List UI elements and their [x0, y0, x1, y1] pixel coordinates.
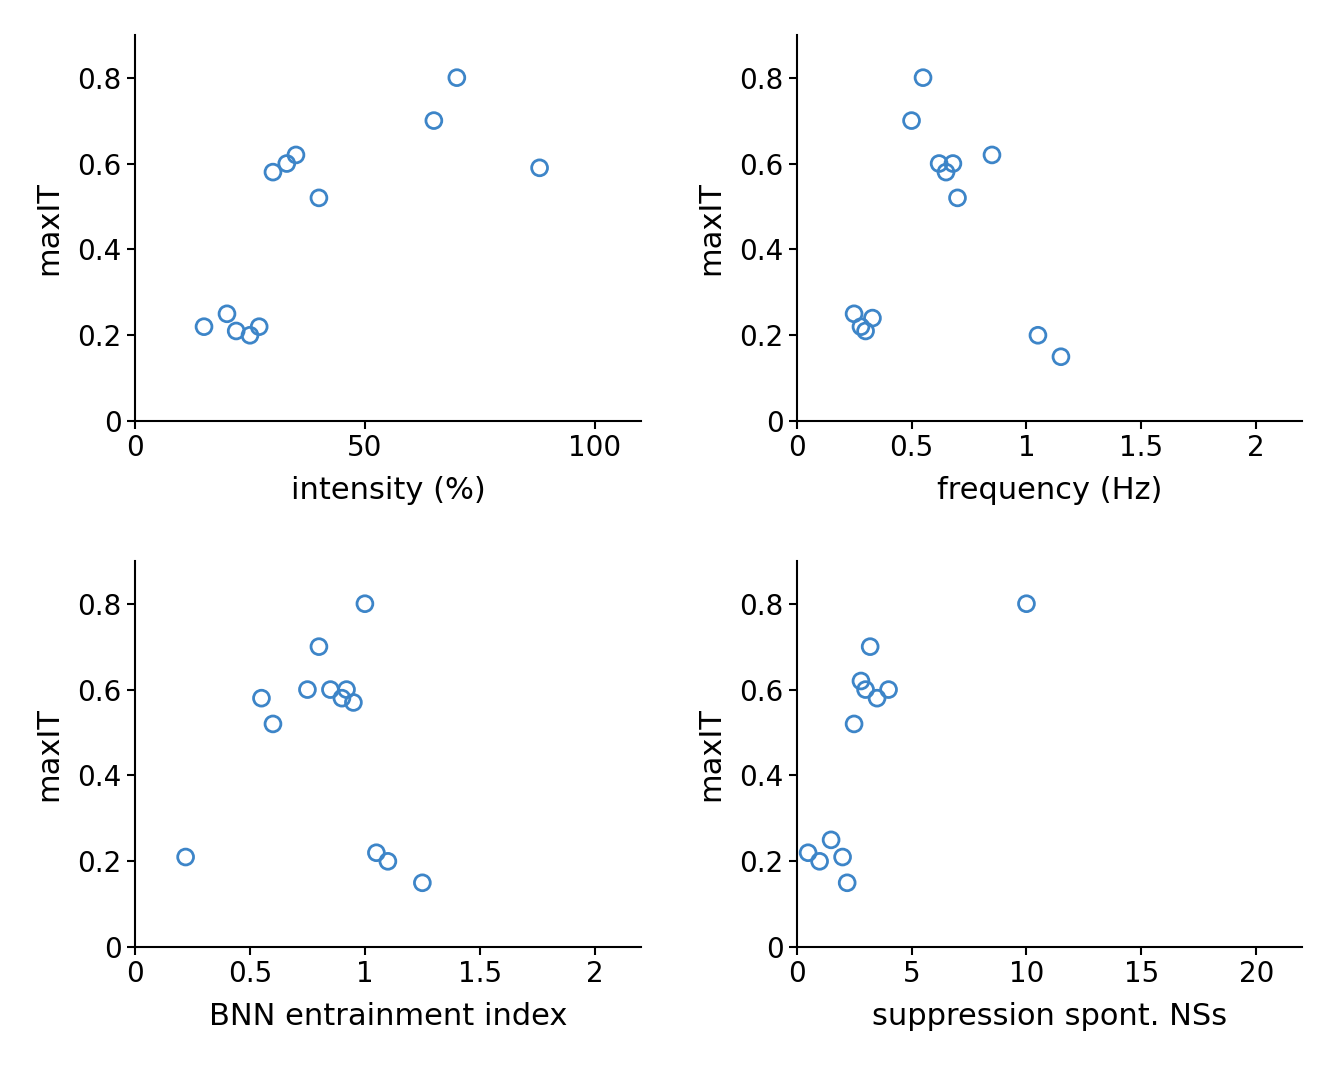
Point	[1051, 349, 1072, 366]
Point	[1027, 327, 1048, 344]
Point	[936, 163, 957, 180]
X-axis label: BNN entrainment index: BNN entrainment index	[209, 1002, 567, 1031]
Point	[837, 874, 858, 891]
Point	[424, 112, 445, 129]
Point	[912, 69, 933, 86]
Point	[262, 163, 283, 180]
Point	[866, 690, 888, 707]
Point	[821, 831, 842, 849]
Point	[377, 853, 398, 870]
Point	[1016, 595, 1038, 612]
Point	[262, 715, 283, 732]
Point	[981, 146, 1003, 163]
Point	[797, 844, 818, 861]
Point	[854, 322, 876, 339]
Y-axis label: maxIT: maxIT	[35, 707, 64, 801]
Point	[239, 327, 261, 344]
Point	[226, 322, 247, 339]
Point	[320, 681, 341, 698]
Point	[943, 155, 964, 172]
Point	[447, 69, 468, 86]
Point	[832, 849, 853, 866]
Point	[332, 690, 353, 707]
Point	[354, 595, 376, 612]
Point	[928, 155, 949, 172]
Point	[217, 305, 238, 322]
Point	[854, 681, 876, 698]
Point	[285, 146, 306, 163]
Point	[342, 694, 364, 711]
Point	[878, 681, 900, 698]
X-axis label: suppression spont. NSs: suppression spont. NSs	[872, 1002, 1227, 1031]
Point	[850, 318, 872, 335]
Point	[947, 190, 968, 207]
Y-axis label: maxIT: maxIT	[35, 181, 64, 275]
Point	[412, 874, 433, 891]
Y-axis label: maxIT: maxIT	[697, 707, 725, 801]
X-axis label: intensity (%): intensity (%)	[290, 477, 485, 505]
Point	[529, 159, 551, 176]
Point	[860, 639, 881, 656]
Point	[809, 853, 830, 870]
Point	[366, 844, 388, 861]
Point	[249, 318, 270, 335]
Point	[297, 681, 318, 698]
Y-axis label: maxIT: maxIT	[697, 181, 725, 275]
Point	[862, 309, 884, 326]
Point	[194, 318, 215, 335]
Point	[309, 190, 330, 207]
Point	[901, 112, 923, 129]
Point	[175, 849, 197, 866]
Point	[850, 673, 872, 690]
Point	[844, 715, 865, 732]
Point	[309, 639, 330, 656]
Point	[844, 305, 865, 322]
Point	[251, 690, 273, 707]
Point	[336, 681, 357, 698]
X-axis label: frequency (Hz): frequency (Hz)	[937, 477, 1162, 505]
Point	[275, 155, 297, 172]
